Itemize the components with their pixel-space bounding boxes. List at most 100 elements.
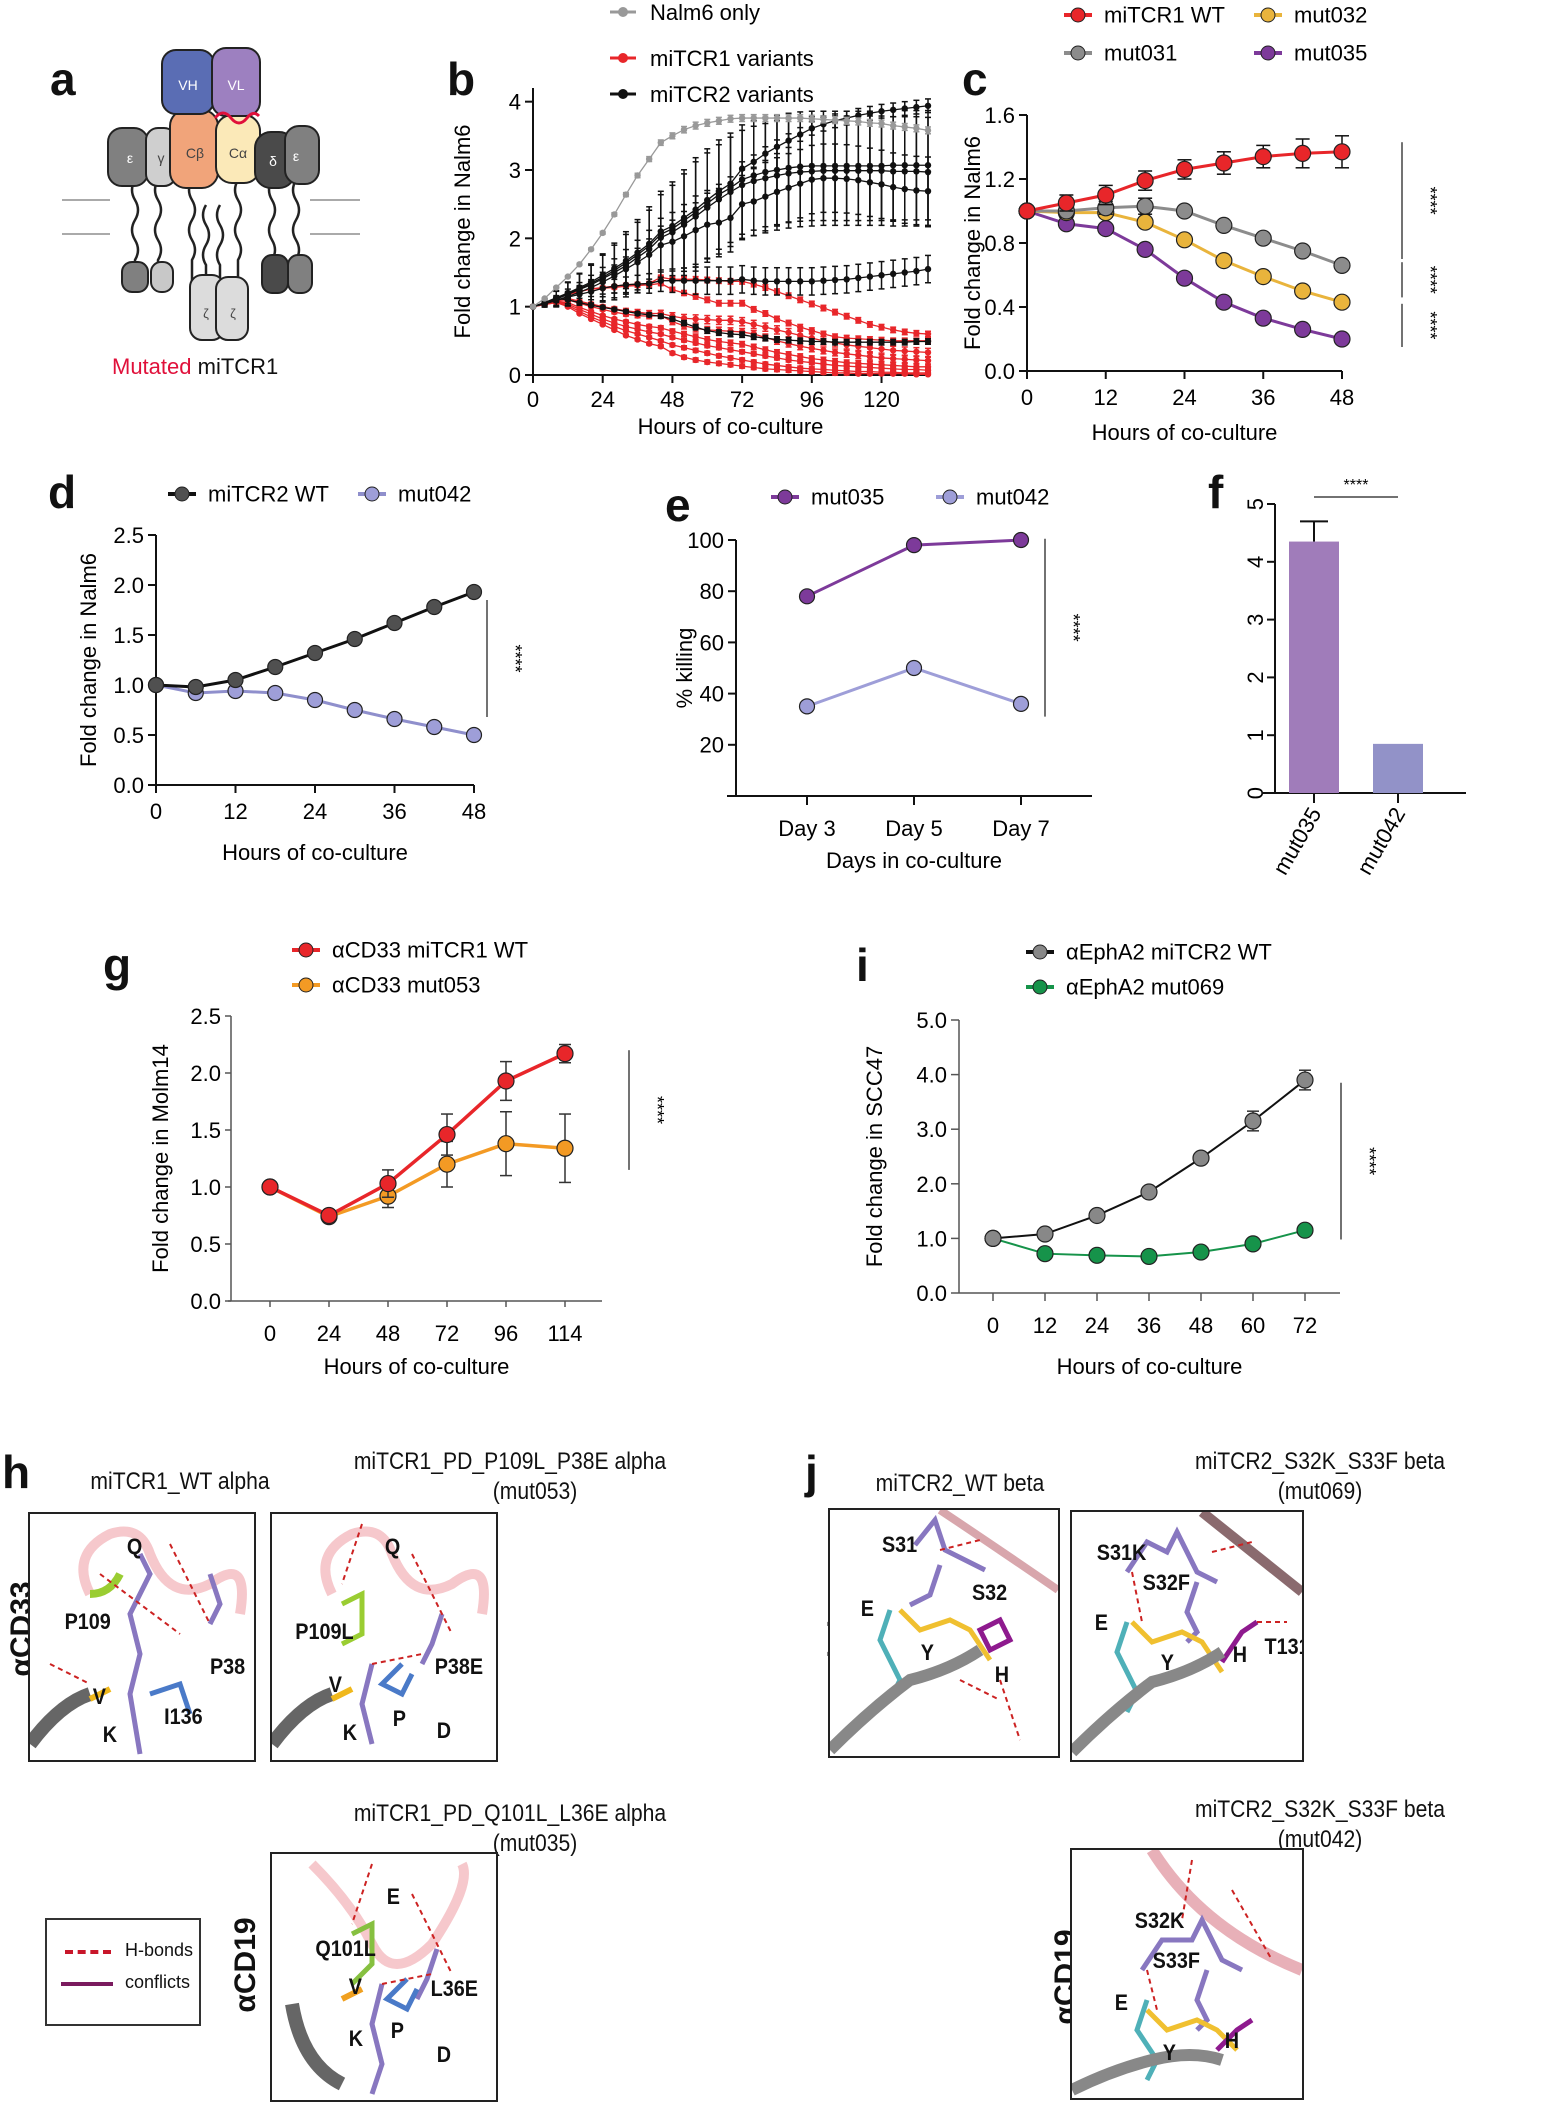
data-point <box>913 125 920 132</box>
data-point <box>715 277 723 284</box>
data-point <box>426 718 443 736</box>
legend-marker <box>618 89 628 99</box>
data-point <box>808 338 816 345</box>
residue-label: P109L <box>295 1619 354 1644</box>
y-tick-label: 60 <box>700 630 724 655</box>
data-point <box>1192 1149 1210 1167</box>
residue-label: V <box>328 1672 342 1697</box>
y-tick-label: 0 <box>1243 787 1268 799</box>
x-axis-title: Hours of co-culture <box>222 840 408 865</box>
data-point <box>855 177 862 184</box>
data-point <box>1294 144 1312 162</box>
data-point <box>1175 160 1194 178</box>
x-tick-label: 96 <box>800 387 824 412</box>
data-point <box>680 319 688 327</box>
data-point <box>727 354 734 362</box>
cbeta-tail <box>187 179 197 290</box>
data-point <box>704 119 711 127</box>
data-point <box>843 117 850 125</box>
data-point <box>645 328 653 336</box>
data-point <box>306 691 324 709</box>
legend-hbonds-label: H-bonds <box>125 1940 194 1960</box>
structure-j-wt-render <box>830 1510 1058 1755</box>
data-point <box>634 172 641 179</box>
conflicts-line-icon <box>61 1982 113 1986</box>
data-point <box>762 352 769 360</box>
data-point <box>692 323 699 331</box>
hbond-lines <box>49 1543 211 1685</box>
data-point <box>831 116 839 124</box>
y-tick-label: 2.0 <box>916 1172 947 1197</box>
ribbon-antigen <box>830 1644 984 1755</box>
data-point <box>715 117 723 125</box>
gamma-tail <box>153 179 163 290</box>
legend-marker <box>298 977 314 993</box>
legend-marker <box>298 942 314 958</box>
data-point <box>1175 269 1194 287</box>
panel-label-f: f <box>1208 466 1224 518</box>
data-point <box>750 364 757 371</box>
data-point <box>267 684 284 702</box>
data-point <box>843 350 850 358</box>
residue-label: Y <box>1162 2040 1176 2065</box>
data-point <box>438 1155 456 1173</box>
residue-s31k-stick <box>1124 1526 1219 1585</box>
x-tick-label: 0 <box>987 1313 999 1338</box>
structure-legend: H-bonds conflicts <box>45 1918 201 2026</box>
data-point <box>497 1135 515 1153</box>
residue-y-stick <box>1145 2008 1239 2052</box>
data-point <box>1175 231 1194 249</box>
data-point <box>704 358 711 366</box>
data-point <box>831 308 839 316</box>
residue-label: E <box>860 1596 874 1621</box>
data-point <box>727 300 734 307</box>
y-tick-label: 20 <box>700 733 724 758</box>
data-point <box>587 302 595 309</box>
x-tick-label: 0 <box>1021 385 1033 410</box>
data-point <box>773 114 781 122</box>
data-point <box>622 265 630 273</box>
data-point <box>808 115 816 122</box>
data-point <box>1333 293 1351 311</box>
residue-label: S33F <box>1152 1948 1200 1973</box>
data-point <box>1254 309 1272 327</box>
data-point <box>820 175 827 182</box>
data-point <box>901 370 908 377</box>
legend-conflicts-label: conflicts <box>125 1972 191 1992</box>
data-point <box>762 323 769 331</box>
data-point <box>634 259 641 266</box>
data-point <box>692 315 699 323</box>
data-point <box>1215 293 1233 311</box>
legend-label: αCD33 mut053 <box>332 973 480 998</box>
x-axis-title: Days in co-culture <box>826 848 1002 873</box>
legend-marker <box>364 486 380 502</box>
data-point <box>657 343 664 350</box>
data-point <box>901 123 908 131</box>
data-point <box>797 180 804 187</box>
data-point <box>465 583 483 601</box>
data-point <box>808 368 816 375</box>
x-tick-label: Day 3 <box>778 816 835 841</box>
data-point <box>622 332 630 339</box>
y-tick-label: 1.5 <box>113 623 144 648</box>
data-point <box>762 360 769 368</box>
chart-f: 012345Fold change in T cellsmut035mut042… <box>1243 477 1466 879</box>
residue-q101l-stick <box>350 1919 375 1986</box>
data-point <box>797 358 804 365</box>
data-point <box>1036 1225 1054 1243</box>
zeta-label-2: ζ <box>230 306 236 321</box>
data-point <box>611 272 618 280</box>
data-point <box>704 316 711 323</box>
hbond-lines <box>351 1863 453 1985</box>
calpha-tail <box>233 179 243 290</box>
data-point <box>622 308 630 315</box>
residue-v-stick <box>88 1686 112 1702</box>
data-point <box>669 238 676 245</box>
data-point <box>798 588 816 605</box>
data-point <box>267 658 284 676</box>
data-point <box>426 598 443 616</box>
legend-label: mut032 <box>1294 3 1367 28</box>
data-point <box>727 339 734 347</box>
y-tick-label: 0.8 <box>984 231 1015 256</box>
x-tick-label: 48 <box>376 1321 400 1346</box>
